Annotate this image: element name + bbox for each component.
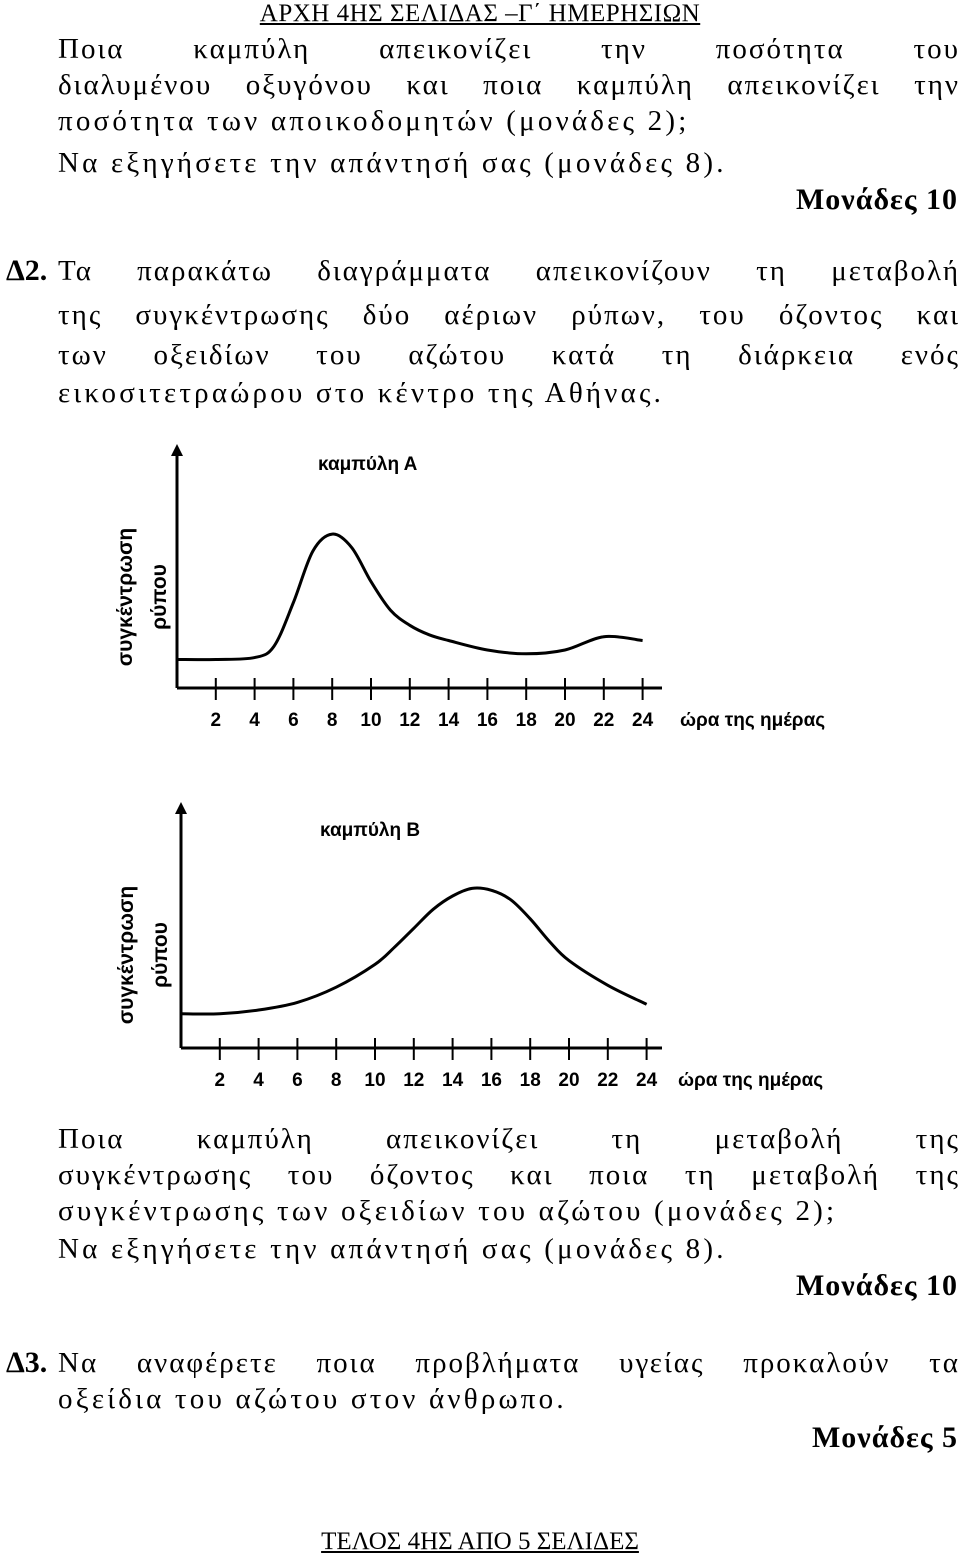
d2-intro-line-3: των οξειδίων του αζώτου κατά τη διάρκεια… xyxy=(58,339,960,371)
x-tick-label: 2 xyxy=(215,1070,226,1091)
d2-intro-line-4: εικοσιτετραώρου στο κέντρο της Αθήνας. xyxy=(58,377,665,409)
x-tick-label: 20 xyxy=(554,710,575,731)
d2-intro-line-1: Τα παρακάτω διαγράμματα απεικονίζουν τη … xyxy=(58,255,960,287)
x-tick-label: 24 xyxy=(636,1070,658,1091)
x-tick-label: 12 xyxy=(399,710,420,731)
chart-title: καμπύλη Α xyxy=(318,454,418,475)
q1-line-2: διαλυμένου οξυγόνου και ποια καμπύλη απε… xyxy=(58,69,960,101)
x-tick-label: 14 xyxy=(438,710,460,731)
q1-line-3: ποσότητα των αποικοδομητών (μονάδες 2); xyxy=(58,105,690,137)
q1-line-4: Να εξηγήσετε την απάντησή σας (μονάδες 8… xyxy=(58,147,727,179)
x-tick-label: 16 xyxy=(481,1070,502,1091)
x-tick-label: 8 xyxy=(327,710,338,731)
x-tick-label: 4 xyxy=(253,1070,264,1091)
d3-marks: Μονάδες 5 xyxy=(811,1421,958,1454)
d2-question-line-2: συγκέντρωσης του όζοντος και ποια τη μετ… xyxy=(58,1159,960,1191)
x-tick-label: 22 xyxy=(597,1070,618,1091)
x-tick-label: 2 xyxy=(211,710,222,731)
x-tick-label: 16 xyxy=(477,710,498,731)
x-tick-label: 18 xyxy=(516,710,537,731)
d2-number: Δ2. xyxy=(6,254,48,287)
d2-question-line-4: Να εξηγήσετε την απάντησή σας (μονάδες 8… xyxy=(58,1233,727,1265)
d3-line-2: οξείδια του αζώτου στον άνθρωπο. xyxy=(58,1383,567,1415)
q1-marks: Μονάδες 10 xyxy=(795,183,958,216)
y-axis-label: ρύπου xyxy=(148,564,171,630)
d2-question-line-1: Ποια καμπύλη απεικονίζει τη μεταβολή της xyxy=(58,1123,960,1155)
x-tick-label: 8 xyxy=(331,1070,342,1091)
d2-intro-line-2: της συγκέντρωσης δύο αέριων ρύπων, του ό… xyxy=(58,299,960,331)
x-tick-label: 6 xyxy=(288,710,299,731)
page-header: ΑΡΧΗ 4ΗΣ ΣΕΛΙΔΑΣ –Γ΄ ΗΜΕΡΗΣΙΩΝ xyxy=(259,0,701,27)
d2-question-line-3: συγκέντρωσης των οξειδίων του αζώτου (μο… xyxy=(58,1195,838,1227)
x-tick-label: 4 xyxy=(249,710,260,731)
y-axis-label: συγκέντρωση xyxy=(115,886,138,1024)
x-tick-label: 12 xyxy=(403,1070,424,1091)
q1-line-1: Ποια καμπύλη απεικονίζει την ποσότητα το… xyxy=(58,33,960,65)
x-tick-label: 10 xyxy=(360,710,381,731)
data-line xyxy=(176,532,643,662)
x-tick-label: 10 xyxy=(364,1070,385,1091)
x-axis-label: ώρα της ημέρας xyxy=(678,1070,823,1091)
d3-line-1: Να αναφέρετε ποια προβλήματα υγείας προκ… xyxy=(58,1347,960,1379)
y-axis-label: συγκέντρωση xyxy=(114,528,137,666)
y-axis-label: ρύπου xyxy=(149,922,172,988)
d3-number: Δ3. xyxy=(6,1346,48,1379)
page-footer: ΤΕΛΟΣ 4ΗΣ ΑΠΟ 5 ΣΕΛΙΔΕΣ xyxy=(321,1528,639,1555)
x-tick-label: 14 xyxy=(442,1070,464,1091)
x-axis-label: ώρα της ημέρας xyxy=(680,710,825,731)
x-tick-label: 24 xyxy=(632,710,654,731)
data-line xyxy=(180,886,648,1016)
chart-title: καμπύλη Β xyxy=(320,820,420,841)
y-axis-arrow xyxy=(175,802,187,814)
y-axis-arrow xyxy=(171,444,183,456)
x-tick-label: 22 xyxy=(593,710,614,731)
d2-marks: Μονάδες 10 xyxy=(795,1269,958,1302)
x-tick-label: 6 xyxy=(292,1070,303,1091)
x-tick-label: 18 xyxy=(520,1070,541,1091)
x-tick-label: 20 xyxy=(558,1070,579,1091)
